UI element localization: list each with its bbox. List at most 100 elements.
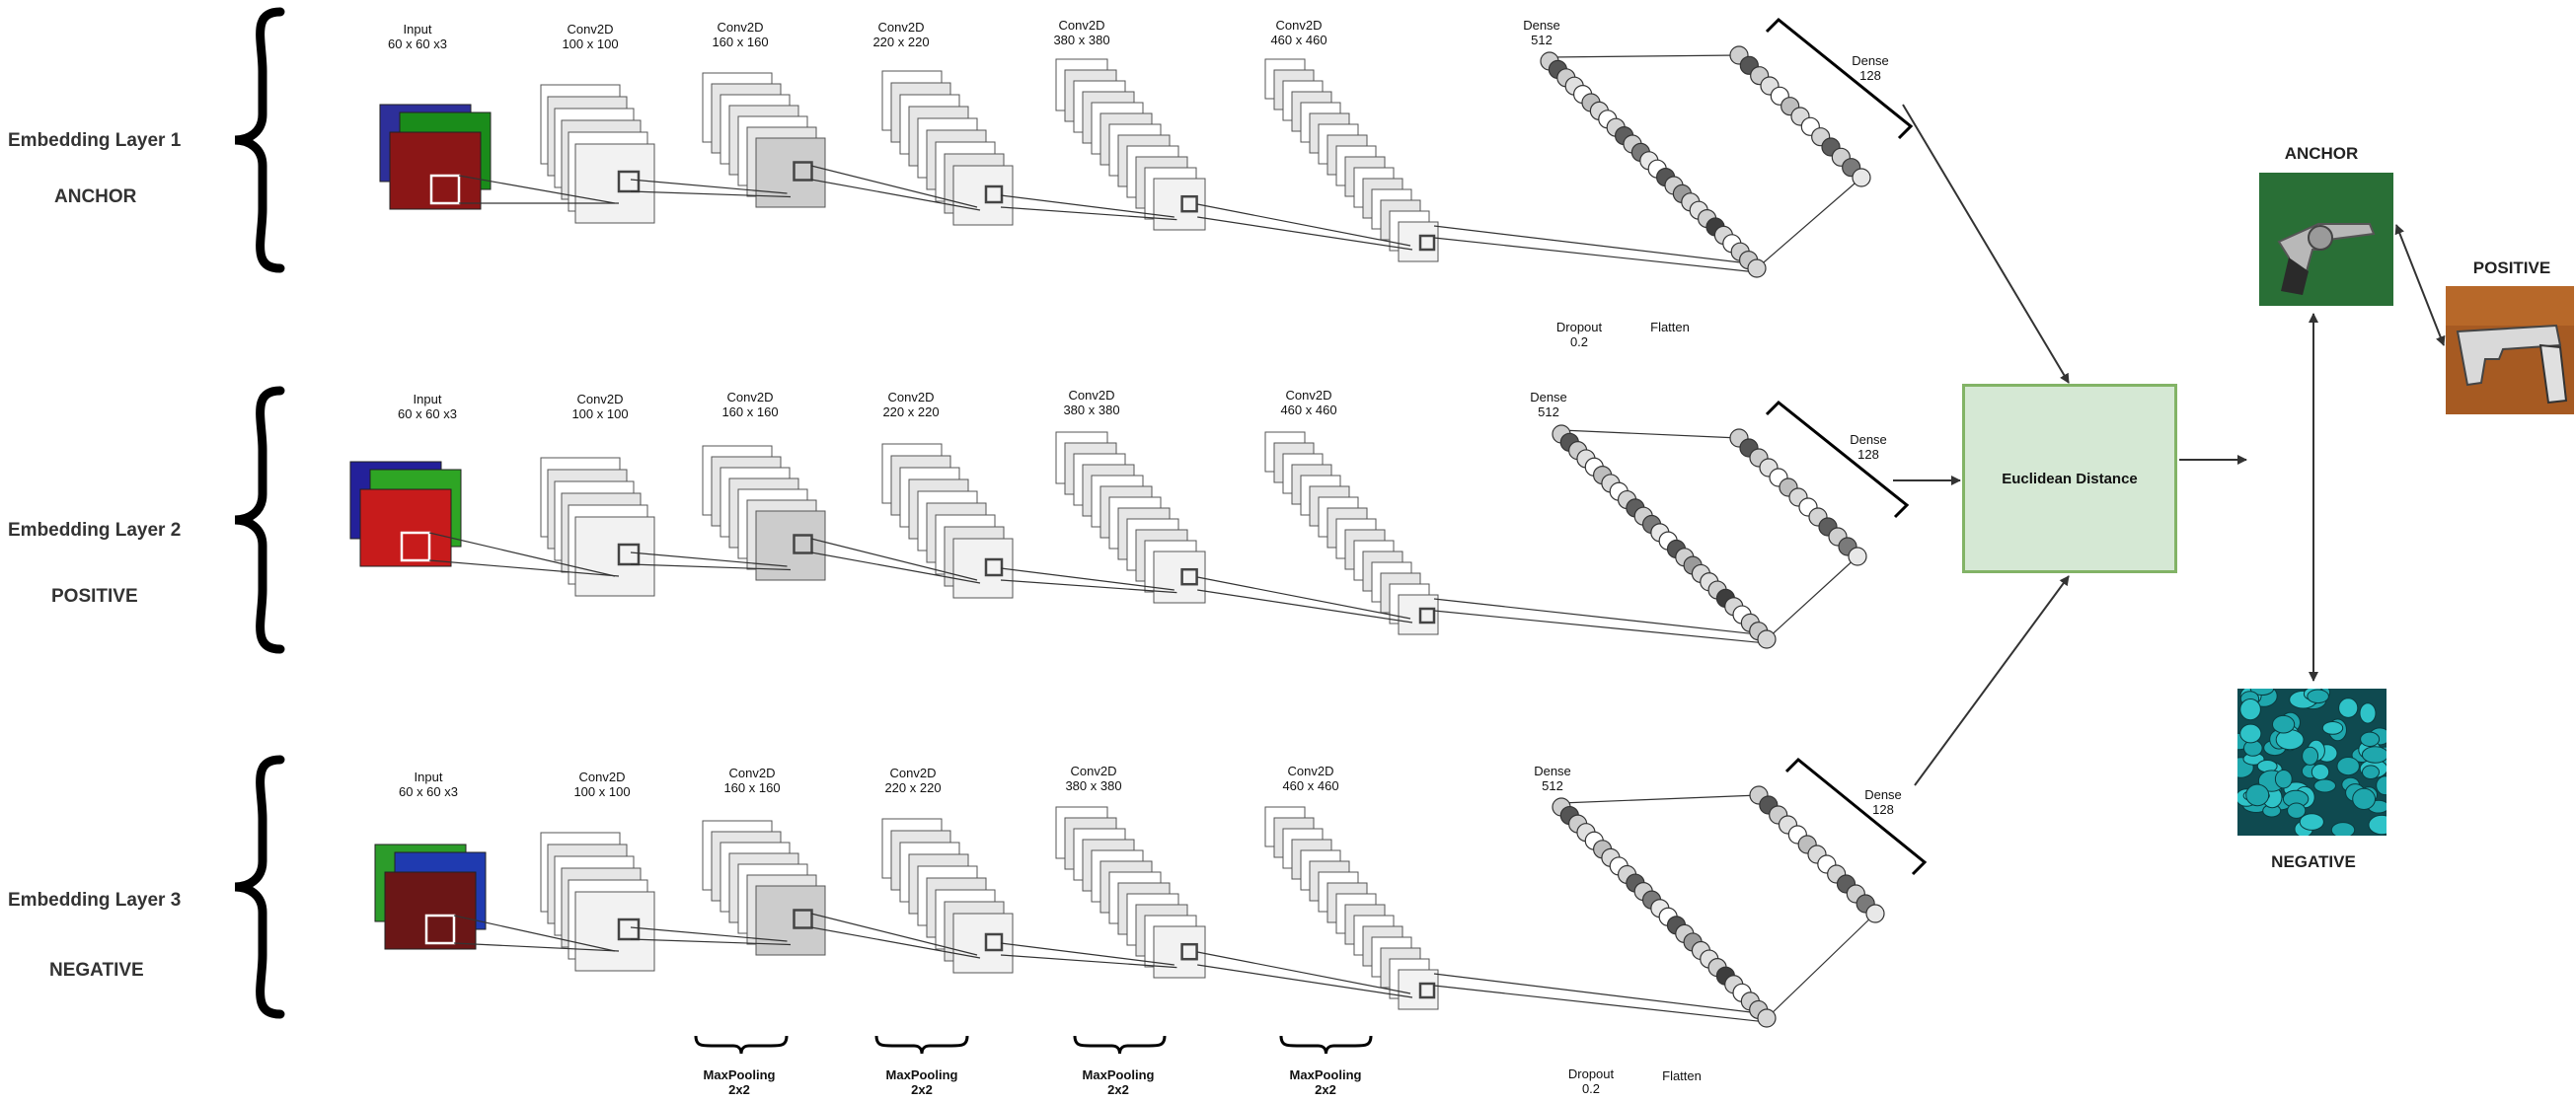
row3-conv4-label: Conv2D 380 x 380 xyxy=(1065,764,1122,793)
row1-conv5-map xyxy=(1398,221,1439,262)
row1-flatten-a xyxy=(1433,225,1758,265)
row1-proj-1a xyxy=(630,179,788,194)
negative-photo-disc xyxy=(2362,765,2380,779)
negative-photo-disc xyxy=(2330,822,2356,836)
row2-dense512 xyxy=(1552,424,1777,649)
row2-flatten-b xyxy=(1433,610,1768,644)
row1-dense512-neuron xyxy=(1747,258,1767,278)
positive-output-label: POSITIVE xyxy=(2472,258,2551,277)
row1-brace xyxy=(234,7,285,273)
row3-dense512-label: Dense 512 xyxy=(1534,764,1571,793)
row3-proj-0b xyxy=(453,942,620,952)
row2-input-channel xyxy=(359,488,452,567)
row1-dense128 xyxy=(1729,45,1871,187)
row3-brace xyxy=(234,755,285,1019)
row2-proj-1b xyxy=(630,563,792,571)
row3-proj-2a xyxy=(810,913,978,956)
row2-dense128-label: Dense 128 xyxy=(1850,432,1887,462)
row3-conv3-kernel xyxy=(984,932,1004,952)
maxpool2-label: MaxPooling 2x2 xyxy=(885,1067,958,1097)
negative-photo-disc xyxy=(2336,757,2360,776)
row3-conv1-map xyxy=(574,891,655,972)
row2-conv4-kernel xyxy=(1180,567,1198,586)
row1-dense512 xyxy=(1540,51,1767,278)
negative-photo-disc xyxy=(2245,783,2270,807)
negative-photo-disc xyxy=(2338,698,2359,718)
row2-conv5-label: Conv2D 460 x 460 xyxy=(1280,388,1337,417)
row3-proj-1a xyxy=(630,926,788,942)
negative-photo-disc xyxy=(2368,814,2387,836)
maxpool4-brace xyxy=(1279,1035,1373,1055)
row2-proj-3a xyxy=(1000,567,1174,591)
row3-title: Embedding Layer 3 xyxy=(8,890,182,911)
row1-dense128-neuron xyxy=(1852,168,1871,187)
row1-flatten-b xyxy=(1433,237,1758,273)
row3-flatten-b xyxy=(1433,985,1768,1023)
row2-dense-bottom xyxy=(1766,555,1858,640)
row3-input-kernel xyxy=(424,914,456,945)
row2-proj-1a xyxy=(630,551,788,567)
row3-conv5-label: Conv2D 460 x 460 xyxy=(1282,764,1339,793)
row3-dense128-label: Dense 128 xyxy=(1864,787,1902,817)
row2-conv4-stack xyxy=(1055,431,1206,604)
negative-photo-disc xyxy=(2311,764,2330,780)
row2-dense512-neuron xyxy=(1757,629,1777,649)
row3-dense-top xyxy=(1560,794,1760,804)
row1-input-images xyxy=(379,104,492,210)
row3-conv4-stack xyxy=(1055,806,1206,979)
row1-conv5-stack xyxy=(1264,58,1439,262)
row1-proj-0a xyxy=(458,175,616,204)
negative-photo-disc xyxy=(2239,698,2261,721)
row1-role: ANCHOR xyxy=(54,186,137,207)
row1-conv1-kernel xyxy=(617,170,641,193)
row1-dense128-label: Dense 128 xyxy=(1852,53,1889,83)
maxpool3-label: MaxPooling 2x2 xyxy=(1082,1067,1155,1097)
row2-conv1-label: Conv2D 100 x 100 xyxy=(571,392,629,421)
row3-conv5-stack xyxy=(1264,806,1439,1010)
row2-proj-3b xyxy=(1000,579,1177,594)
row1-conv1-label: Conv2D 100 x 100 xyxy=(562,22,619,51)
row3-role: NEGATIVE xyxy=(49,960,144,981)
row3-dense512 xyxy=(1552,797,1777,1028)
row2-role: POSITIVE xyxy=(51,586,138,607)
negative-to-distance-arrow xyxy=(1914,575,2070,786)
row2-conv2-map xyxy=(755,510,826,581)
row2-conv4-label: Conv2D 380 x 380 xyxy=(1063,388,1120,417)
negative-photo-disc xyxy=(2274,770,2293,789)
row3-conv5-kernel xyxy=(1418,982,1436,999)
row2-dense128 xyxy=(1729,428,1867,566)
euclidean-distance-label: Euclidean Distance xyxy=(2002,470,2138,487)
row2-conv3-stack xyxy=(881,443,1014,599)
row3-dropout-label: Dropout 0.2 xyxy=(1567,1066,1615,1096)
negative-photo-disc xyxy=(2361,746,2387,764)
euclidean-distance-box: Euclidean Distance xyxy=(1962,384,2177,573)
negative-photo-disc xyxy=(2239,723,2262,744)
maxpool1-label: MaxPooling 2x2 xyxy=(703,1067,776,1097)
row1-proj-1b xyxy=(630,190,792,198)
row3-input-channel xyxy=(384,871,477,950)
row2-brace xyxy=(234,386,285,654)
row3-dense-bottom xyxy=(1766,913,1876,1019)
row2-conv2-kernel xyxy=(793,534,813,554)
row3-conv1-kernel xyxy=(617,918,641,941)
row2-dense-top xyxy=(1560,429,1740,439)
row1-proj-2b xyxy=(810,179,981,211)
row3-conv4-kernel xyxy=(1180,942,1198,961)
negative-photo-disc xyxy=(2359,702,2377,724)
row3-dense512-neuron xyxy=(1757,1008,1777,1028)
row2-conv1-stack xyxy=(540,457,655,597)
negative-photo-disc xyxy=(2352,787,2377,811)
row3-input-images xyxy=(374,844,487,950)
negative-photo-disc xyxy=(2307,689,2329,704)
row1-conv2-label: Conv2D 160 x 160 xyxy=(712,20,769,49)
row1-conv2-kernel xyxy=(793,161,813,182)
row2-conv1-map xyxy=(574,516,655,597)
row2-dense512-label: Dense 512 xyxy=(1530,390,1567,419)
row2-conv5-kernel xyxy=(1418,607,1436,624)
row1-dense512-label: Dense 512 xyxy=(1523,18,1560,47)
row2-dense128-bracket xyxy=(1765,400,1910,519)
row2-conv5-stack xyxy=(1264,431,1439,635)
row1-input-kernel xyxy=(429,174,461,205)
row2-proj-2a xyxy=(810,538,978,581)
